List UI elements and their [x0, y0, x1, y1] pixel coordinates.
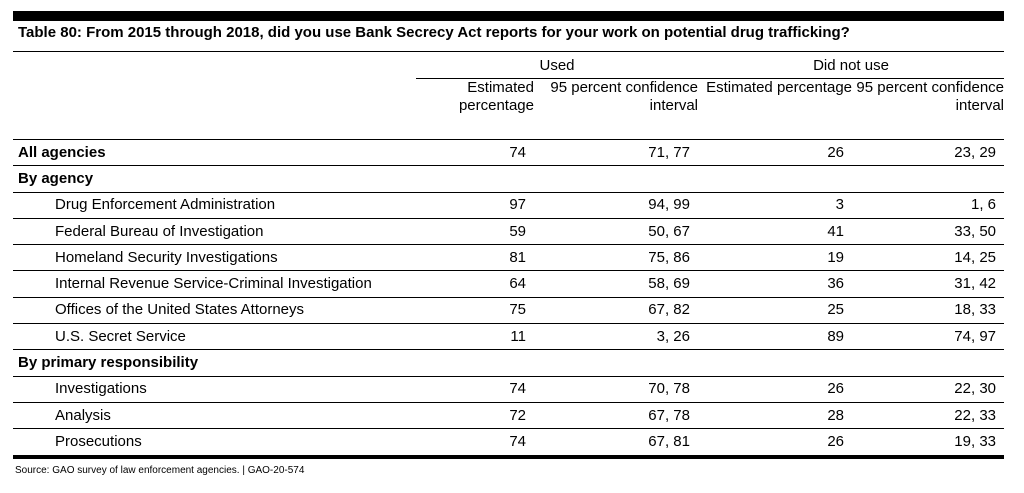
- column-header-stub: [13, 78, 416, 140]
- empty-cell: [698, 165, 852, 193]
- cell-not-estimated: 36: [698, 270, 852, 298]
- column-header-used-ci: 95 percent confidence interval: [534, 78, 698, 140]
- cell-used-ci: 71, 77: [534, 139, 698, 167]
- empty-cell: [416, 165, 534, 193]
- cell-not-ci: 23, 29: [852, 139, 1005, 167]
- cell-used-ci: 50, 67: [534, 218, 698, 246]
- cell-not-estimated: 19: [698, 244, 852, 272]
- section-label: By agency: [13, 165, 416, 193]
- source-note: Source: GAO survey of law enforcement ag…: [15, 464, 305, 476]
- table-row: Prosecutions 74 67, 81 26 19, 33: [13, 429, 1004, 455]
- cell-not-estimated: 26: [698, 376, 852, 403]
- group-header-stub: [13, 52, 416, 79]
- column-header-not-estimated: Estimated percentage: [698, 78, 852, 140]
- cell-not-ci: 22, 30: [852, 376, 1005, 403]
- cell-used-ci: 94, 99: [534, 192, 698, 219]
- cell-not-estimated: 25: [698, 297, 852, 325]
- table-row: Offices of the United States Attorneys 7…: [13, 297, 1005, 325]
- row-label: Internal Revenue Service-Criminal Invest…: [13, 270, 416, 298]
- cell-used-estimated: 11: [416, 323, 534, 351]
- column-header-row: Estimated percentage 95 percent confiden…: [13, 78, 1005, 140]
- row-label: Homeland Security Investigations: [13, 244, 416, 272]
- column-header-not-ci: 95 percent confidence interval: [852, 78, 1005, 140]
- bottom-rule: [13, 454, 1004, 459]
- table-figure: Table 80: From 2015 through 2018, did yo…: [13, 11, 1005, 476]
- section-label: By primary responsibility: [13, 349, 416, 377]
- cell-not-estimated: 89: [698, 323, 852, 351]
- group-header-row: Used Did not use: [13, 52, 1005, 79]
- table-row: Homeland Security Investigations 81 75, …: [13, 244, 1005, 272]
- cell-used-ci: 70, 78: [534, 376, 698, 403]
- row-label: Investigations: [13, 376, 416, 403]
- empty-cell: [534, 349, 698, 377]
- cell-used-ci: 67, 82: [534, 297, 698, 325]
- empty-cell: [698, 349, 852, 377]
- cell-used-ci: 3, 26: [534, 323, 698, 351]
- group-header-did-not-use: Did not use: [698, 52, 1005, 79]
- empty-cell: [534, 165, 698, 193]
- cell-not-ci: 22, 33: [852, 402, 1005, 430]
- empty-cell: [852, 165, 1005, 193]
- cell-used-estimated: 81: [416, 244, 534, 272]
- row-label: Offices of the United States Attorneys: [13, 297, 416, 325]
- row-label: Analysis: [13, 402, 416, 430]
- table-row: Investigations 74 70, 78 26 22, 30: [13, 376, 1005, 403]
- cell-not-ci: 74, 97: [852, 323, 1005, 351]
- cell-used-ci: 67, 81: [648, 432, 690, 450]
- table-row: Internal Revenue Service-Criminal Invest…: [13, 270, 1005, 298]
- cell-used-estimated: 97: [416, 192, 534, 219]
- table-row: Drug Enforcement Administration 97 94, 9…: [13, 192, 1005, 219]
- cell-not-ci: 33, 50: [852, 218, 1005, 246]
- title-rule: [13, 51, 1004, 52]
- cell-used-estimated: 75: [416, 297, 534, 325]
- cell-not-ci: 14, 25: [852, 244, 1005, 272]
- row-label: Drug Enforcement Administration: [13, 192, 416, 219]
- cell-not-estimated: 26: [698, 139, 852, 167]
- row-label: U.S. Secret Service: [13, 323, 416, 351]
- column-header-used-estimated: Estimated percentage: [416, 78, 534, 140]
- cell-used-estimated: 74: [509, 432, 526, 450]
- data-table: Used Did not use Estimated percentage 95…: [13, 52, 1005, 455]
- empty-cell: [416, 349, 534, 377]
- empty-cell: [852, 349, 1005, 377]
- cell-used-ci: 58, 69: [534, 270, 698, 298]
- cell-not-estimated: 26: [827, 432, 844, 450]
- top-rule: [13, 11, 1004, 21]
- cell-not-ci: 18, 33: [852, 297, 1005, 325]
- cell-not-ci: 1, 6: [852, 192, 1005, 219]
- cell-not-estimated: 28: [698, 402, 852, 430]
- cell-used-estimated: 74: [416, 139, 534, 167]
- cell-used-estimated: 72: [416, 402, 534, 430]
- group-header-used: Used: [416, 52, 698, 79]
- cell-not-estimated: 3: [698, 192, 852, 219]
- row-label: All agencies: [13, 139, 416, 167]
- cell-not-ci: 19, 33: [954, 432, 997, 450]
- cell-used-estimated: 64: [416, 270, 534, 298]
- cell-not-estimated: 41: [698, 218, 852, 246]
- table-row: All agencies 74 71, 77 26 23, 29: [13, 139, 1005, 167]
- cell-not-ci: 31, 42: [852, 270, 1005, 298]
- row-label: Federal Bureau of Investigation: [13, 218, 416, 246]
- table-row: U.S. Secret Service 11 3, 26 89 74, 97: [13, 323, 1005, 351]
- table-title: Table 80: From 2015 through 2018, did yo…: [18, 24, 850, 41]
- section-row: By agency: [13, 165, 1005, 193]
- row-label: Prosecutions: [55, 432, 142, 450]
- cell-used-ci: 75, 86: [534, 244, 698, 272]
- cell-used-estimated: 74: [416, 376, 534, 403]
- section-row: By primary responsibility: [13, 349, 1005, 377]
- cell-used-ci: 67, 78: [534, 402, 698, 430]
- table-row: Analysis 72 67, 78 28 22, 33: [13, 402, 1005, 430]
- cell-used-estimated: 59: [416, 218, 534, 246]
- table-row: Federal Bureau of Investigation 59 50, 6…: [13, 218, 1005, 246]
